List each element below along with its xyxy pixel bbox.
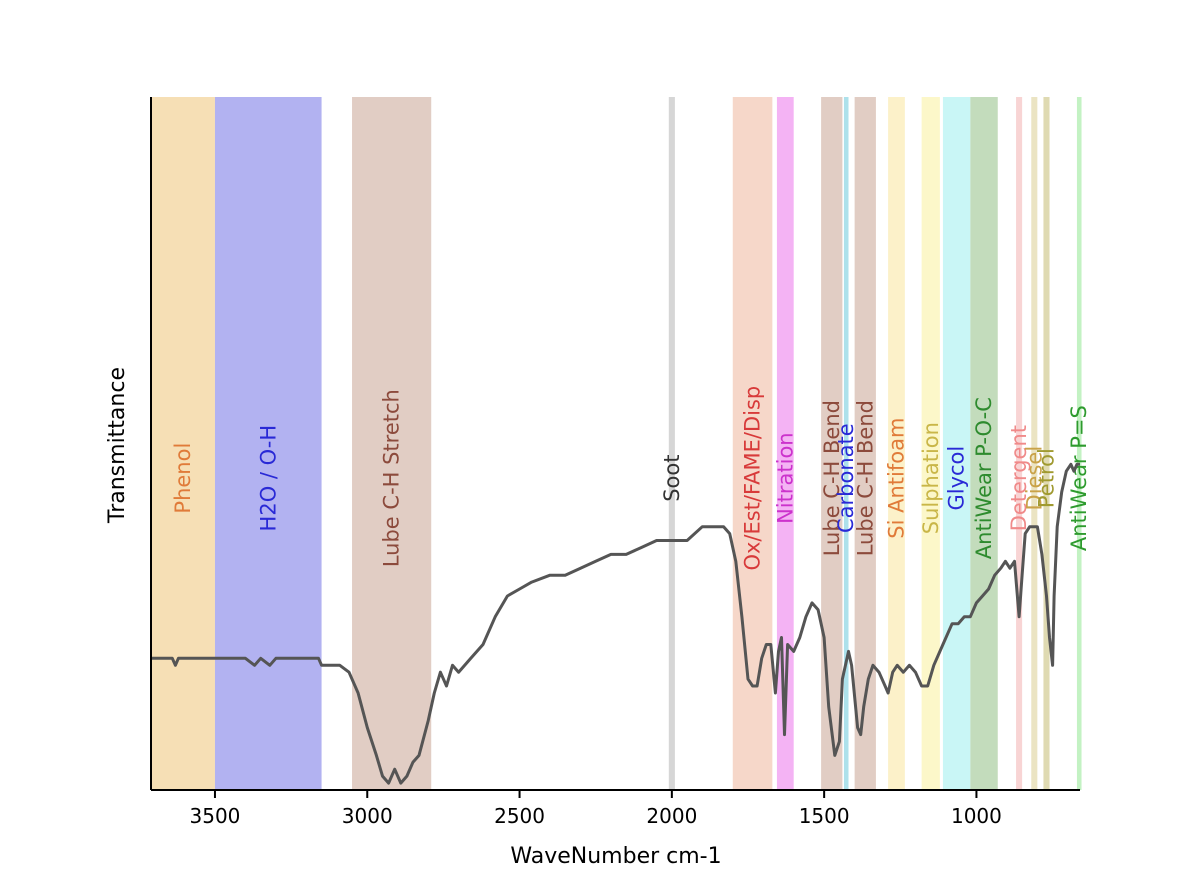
band-1: [214, 97, 322, 790]
y-axis-title: Transmittance: [105, 367, 130, 524]
band-label-12: AntiWear P-O-C: [972, 397, 996, 559]
band-6: [821, 97, 843, 790]
band-12: [970, 97, 998, 790]
band-label-4: Ox/Est/FAME/Disp: [741, 386, 765, 571]
x-axis-title: WaveNumber cm-1: [510, 844, 721, 869]
band-11: [942, 97, 971, 790]
band-label-10: Sulphation: [919, 422, 943, 534]
band-16: [1076, 97, 1082, 790]
band-10: [921, 97, 940, 790]
band-labels-layer: Phenol H2O / O-H Lube C-H Stretch Soot Ox/Es…: [171, 386, 1091, 571]
band-15: [1043, 97, 1050, 790]
band-label-1: H2O / O-H: [256, 425, 280, 532]
x-tick-label: 1500: [799, 804, 850, 828]
band-5: [776, 97, 794, 790]
band-label-14: Diesel: [1022, 446, 1046, 511]
spectrum-series-line: [151, 462, 1080, 785]
band-3: [668, 97, 675, 790]
x-tick-label: 2000: [646, 804, 697, 828]
x-tick-label: 3000: [342, 804, 393, 828]
band-4: [732, 97, 773, 790]
band-label-3: Soot: [660, 455, 684, 502]
x-tick-label: 2500: [494, 804, 545, 828]
band-14: [1031, 97, 1038, 790]
band-label-16: AntiWear P=S: [1067, 405, 1091, 551]
band-label-13: Detergent: [1007, 425, 1031, 531]
bands-layer: [151, 97, 1082, 790]
band-label-2: Lube C-H Stretch: [380, 389, 404, 567]
band-7: [843, 97, 849, 790]
band-label-6: Lube C-H Bend: [820, 400, 844, 556]
band-label-0: Phenol: [171, 443, 195, 514]
band-label-15: Petrol: [1034, 448, 1058, 508]
band-0: [151, 97, 215, 790]
band-label-11: Glycol: [945, 446, 969, 511]
x-ticks: 3500 3000 2500 2000 1500 1000: [190, 790, 1002, 828]
band-label-7: Carbonate: [834, 423, 858, 533]
band-9: [888, 97, 905, 790]
band-13: [1016, 97, 1023, 790]
band-2: [352, 97, 432, 790]
x-tick-label: 3500: [190, 804, 241, 828]
band-label-8: Lube C-H Bend: [853, 400, 877, 556]
band-8: [854, 97, 876, 790]
band-label-5: Nitration: [773, 432, 797, 524]
x-tick-label: 1000: [951, 804, 1002, 828]
band-label-9: Si Antifoam: [884, 418, 908, 539]
